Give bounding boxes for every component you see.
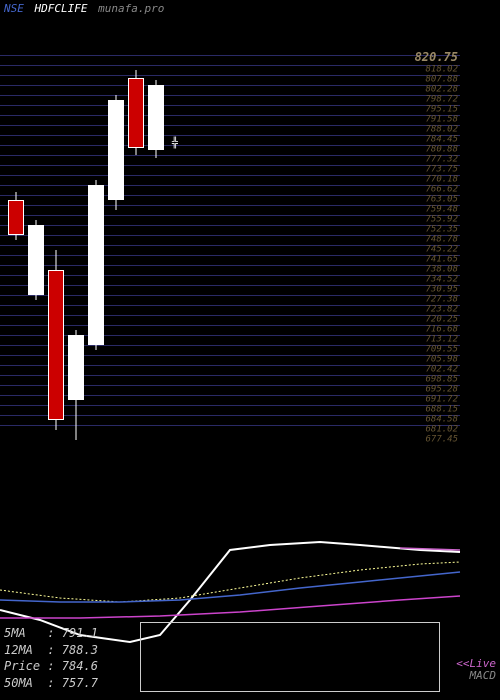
chart-header: NSE HDFCLIFE munafa.pro <box>4 2 168 15</box>
price-axis-label: 705.98 <box>425 356 458 365</box>
price-axis-label: 766.62 <box>425 186 458 195</box>
price-axis-label: 677.45 <box>425 436 458 445</box>
price-axis-label: 716.68 <box>425 326 458 335</box>
price-axis-label: 784.45 <box>425 136 458 145</box>
candle[interactable] <box>148 0 164 490</box>
price-axis-label: 752.35 <box>425 226 458 235</box>
info-line-50ma: 50MA : 757.7 <box>4 675 98 692</box>
info-box: 5MA : 791.112MA : 788.3Price : 784.650MA… <box>4 625 98 692</box>
price-axis-label: 748.78 <box>425 236 458 245</box>
price-axis-label: 681.02 <box>425 426 458 435</box>
candle-body <box>28 225 44 295</box>
candle-body <box>128 78 144 148</box>
price-axis-label: 798.72 <box>425 96 458 105</box>
top-price-label: 820.75 <box>415 50 458 64</box>
price-axis-label: 709.55 <box>425 346 458 355</box>
macd-box <box>140 622 440 692</box>
price-axis-label: 730.95 <box>425 286 458 295</box>
price-axis-label: 698.85 <box>425 376 458 385</box>
price-axis-label: 713.12 <box>425 336 458 345</box>
price-axis-label: 788.02 <box>425 126 458 135</box>
symbol-label: HDFCLIFE <box>35 2 88 15</box>
price-axis-label: 755.92 <box>425 216 458 225</box>
price-axis-label: 738.08 <box>425 266 458 275</box>
price-axis-label: 741.65 <box>425 256 458 265</box>
price-axis-label: 702.42 <box>425 366 458 375</box>
price-axis-label: 727.38 <box>425 296 458 305</box>
candle-body <box>108 100 124 200</box>
candle[interactable] <box>68 0 84 490</box>
price-axis-label: 770.18 <box>425 176 458 185</box>
price-axis-label: 807.88 <box>425 76 458 85</box>
source-label: munafa.pro <box>98 2 164 15</box>
price-axis-label: 777.32 <box>425 156 458 165</box>
cursor-crosshair: ╬ <box>172 140 180 148</box>
price-axis-label: 691.72 <box>425 396 458 405</box>
info-line-5ma: 5MA : 791.1 <box>4 625 98 642</box>
price-axis-label: 773.75 <box>425 166 458 175</box>
price-axis-label: 818.02 <box>425 66 458 75</box>
price-axis-label: 695.28 <box>425 386 458 395</box>
candle[interactable] <box>88 0 104 490</box>
candle[interactable] <box>28 0 44 490</box>
candle[interactable] <box>8 0 24 490</box>
candle[interactable] <box>128 0 144 490</box>
price-axis-label: 759.48 <box>425 206 458 215</box>
info-line-price: Price : 784.6 <box>4 658 98 675</box>
ma-line-50ma <box>0 572 460 602</box>
macd-label: MACD <box>470 669 497 682</box>
price-axis-label: 734.52 <box>425 276 458 285</box>
ma-line-200ma <box>0 596 460 618</box>
candle-body <box>48 270 64 420</box>
candle-body <box>68 335 84 400</box>
price-axis-label: 688.15 <box>425 406 458 415</box>
price-axis-label: 802.28 <box>425 86 458 95</box>
price-axis-label: 763.05 <box>425 196 458 205</box>
price-axis-label: 791.58 <box>425 116 458 125</box>
chart-container: NSE HDFCLIFE munafa.pro 820.75 818.02807… <box>0 0 500 700</box>
info-line-12ma: 12MA : 788.3 <box>4 642 98 659</box>
price-axis-label: 723.82 <box>425 306 458 315</box>
price-axis-label: 684.58 <box>425 416 458 425</box>
price-axis-label: 745.22 <box>425 246 458 255</box>
candle-body <box>88 185 104 345</box>
candle[interactable] <box>48 0 64 490</box>
price-axis-label: 780.88 <box>425 146 458 155</box>
candle-body <box>148 85 164 150</box>
candle-body <box>8 200 24 235</box>
candlestick-chart[interactable]: 820.75 818.02807.88802.28798.72795.15791… <box>0 0 460 490</box>
candle[interactable] <box>108 0 124 490</box>
price-axis-label: 795.15 <box>425 106 458 115</box>
exchange-label: NSE <box>4 2 24 15</box>
indicator-panel: <<Live MACD 5MA : 791.112MA : 788.3Price… <box>0 490 500 700</box>
price-axis-label: 720.25 <box>425 316 458 325</box>
